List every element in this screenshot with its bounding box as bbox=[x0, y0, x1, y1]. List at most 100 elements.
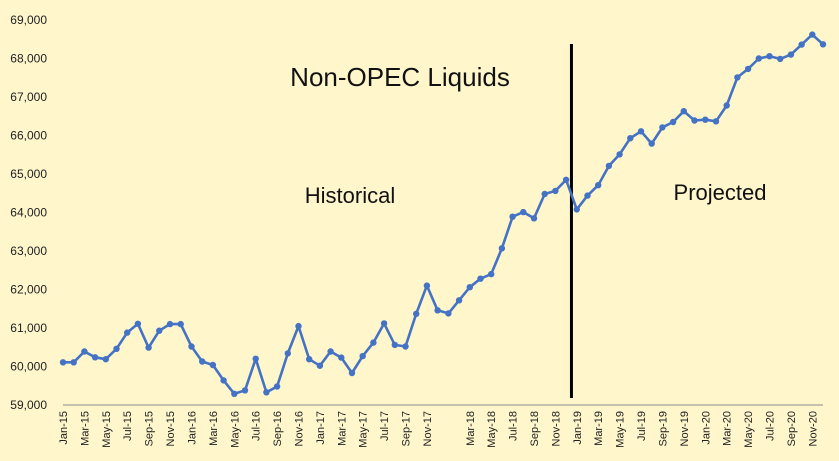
data-point bbox=[755, 55, 762, 62]
annotation-historical: Historical bbox=[305, 183, 395, 208]
data-point bbox=[199, 358, 206, 365]
x-tick-label: Nov-17 bbox=[422, 411, 434, 446]
data-point bbox=[595, 182, 602, 189]
data-point bbox=[616, 151, 623, 158]
x-tick-label: May-16 bbox=[229, 411, 241, 448]
data-point bbox=[659, 124, 666, 131]
data-point bbox=[263, 389, 270, 396]
x-tick-label: Jul-20 bbox=[764, 411, 776, 441]
data-point bbox=[231, 390, 238, 397]
x-tick-label: May-19 bbox=[615, 411, 627, 448]
data-point bbox=[509, 213, 516, 220]
data-point bbox=[669, 118, 677, 126]
x-tick-label: Jul-15 bbox=[122, 411, 134, 441]
chart-title: Non-OPEC Liquids bbox=[290, 62, 510, 92]
data-point bbox=[605, 162, 613, 170]
data-point bbox=[434, 307, 441, 314]
data-point bbox=[220, 377, 227, 384]
data-point bbox=[370, 339, 377, 346]
annotation-projected: Projected bbox=[674, 180, 767, 205]
x-tick-label: Nov-15 bbox=[165, 411, 177, 446]
x-tick-label: Mar-20 bbox=[722, 411, 734, 446]
data-point bbox=[445, 310, 452, 317]
x-tick-label: May-20 bbox=[743, 411, 755, 448]
data-point bbox=[734, 74, 741, 81]
x-tick-label: Nov-19 bbox=[679, 411, 691, 446]
data-point bbox=[124, 329, 131, 336]
y-tick-label: 64,000 bbox=[10, 206, 47, 220]
data-point bbox=[209, 361, 217, 369]
data-point bbox=[466, 284, 473, 291]
data-point bbox=[284, 350, 291, 357]
x-tick-label: Jul-17 bbox=[379, 411, 391, 441]
x-tick-label: May-15 bbox=[101, 411, 113, 448]
x-tick-label: Jul-19 bbox=[636, 411, 648, 441]
y-tick-label: 65,000 bbox=[10, 167, 47, 181]
x-tick-label: Jan-19 bbox=[572, 411, 584, 445]
x-tick-label: Jan-17 bbox=[315, 411, 327, 445]
data-point bbox=[477, 275, 484, 282]
x-tick-label: Mar-17 bbox=[336, 411, 348, 446]
data-point bbox=[70, 359, 77, 366]
x-tick-label: Nov-16 bbox=[293, 411, 305, 446]
data-point bbox=[766, 53, 773, 60]
x-tick-label: Sep-20 bbox=[786, 411, 798, 446]
data-point bbox=[413, 310, 420, 317]
data-point bbox=[423, 282, 431, 289]
x-tick-label: Nov-18 bbox=[550, 411, 562, 446]
x-tick-label: Sep-15 bbox=[144, 411, 156, 446]
data-point bbox=[541, 190, 548, 198]
data-point bbox=[809, 31, 816, 38]
data-point bbox=[113, 345, 120, 352]
data-point bbox=[680, 108, 687, 115]
data-point bbox=[327, 348, 334, 355]
data-point bbox=[777, 55, 784, 63]
data-point bbox=[156, 327, 163, 334]
x-tick-label: Mar-18 bbox=[465, 411, 477, 446]
data-point bbox=[402, 343, 409, 350]
data-point bbox=[723, 102, 730, 109]
y-axis: 59,000 60,000 61,000 62,000 63,000 64,000 65,0… bbox=[10, 13, 47, 412]
y-tick-label: 69,000 bbox=[10, 13, 47, 27]
y-tick-label: 61,000 bbox=[10, 321, 47, 335]
data-point bbox=[637, 128, 645, 135]
y-tick-label: 62,000 bbox=[10, 283, 47, 297]
x-tick-label: Sep-19 bbox=[657, 411, 669, 446]
x-tick-label: Sep-18 bbox=[529, 411, 541, 446]
data-point bbox=[573, 206, 580, 213]
x-tick-label: Jan-20 bbox=[700, 411, 712, 445]
data-point bbox=[91, 354, 99, 361]
data-point bbox=[798, 41, 805, 48]
data-point bbox=[562, 176, 570, 183]
data-point bbox=[380, 320, 388, 327]
data-point bbox=[295, 322, 302, 330]
x-tick-label: Jan-15 bbox=[58, 411, 70, 445]
data-point bbox=[252, 355, 259, 362]
x-tick-label: Sep-16 bbox=[272, 411, 284, 446]
data-point bbox=[488, 270, 495, 278]
y-tick-label: 63,000 bbox=[10, 244, 47, 258]
data-point bbox=[359, 352, 366, 360]
x-tick-label: Mar-19 bbox=[593, 411, 605, 446]
x-axis: Jan-15 Mar-15 May-15 Jul-15 Sep-15 Nov-15 Jan-… bbox=[58, 404, 823, 448]
data-point bbox=[102, 356, 110, 363]
x-tick-label: May-18 bbox=[486, 411, 498, 448]
x-tick-label: Jan-16 bbox=[186, 411, 198, 445]
data-point bbox=[81, 348, 88, 355]
x-tick-label: Mar-16 bbox=[208, 411, 220, 446]
x-tick-label: Mar-15 bbox=[79, 411, 91, 446]
data-point bbox=[552, 187, 559, 195]
data-point bbox=[338, 354, 345, 361]
data-point bbox=[316, 362, 324, 369]
x-tick-label: May-17 bbox=[358, 411, 370, 448]
data-point bbox=[241, 387, 249, 394]
data-point bbox=[744, 65, 752, 73]
data-point bbox=[145, 344, 152, 351]
x-tick-label: Nov-20 bbox=[807, 411, 819, 446]
series-layer bbox=[59, 31, 827, 397]
data-point bbox=[306, 356, 313, 363]
data-point bbox=[273, 383, 281, 390]
